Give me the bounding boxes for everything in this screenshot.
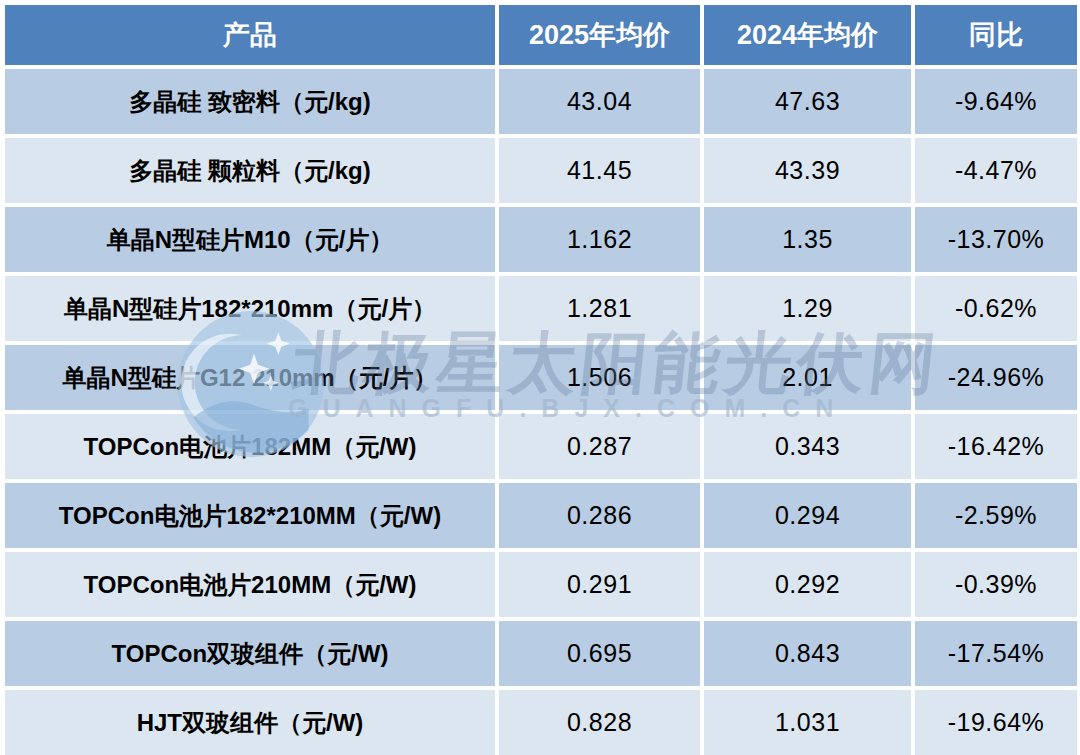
product-cell: 多晶硅 致密料（元/kg) <box>5 69 495 134</box>
price-table: 产品 2025年均价 2024年均价 同比 多晶硅 致密料（元/kg) 43.0… <box>5 5 1077 755</box>
price-2025-cell: 1.281 <box>499 276 700 341</box>
price-2024-cell: 0.343 <box>704 414 911 479</box>
header-2024-price: 2024年均价 <box>704 5 911 65</box>
product-cell: 单晶N型硅片182*210mm（元/片） <box>5 276 495 341</box>
price-2025-cell: 0.291 <box>499 552 700 617</box>
product-cell: TOPCon电池片182MM（元/W) <box>5 414 495 479</box>
yoy-cell: -24.96% <box>915 345 1077 410</box>
price-2025-cell: 0.287 <box>499 414 700 479</box>
header-product: 产品 <box>5 5 495 65</box>
price-2024-cell: 0.843 <box>704 621 911 686</box>
yoy-cell: -0.39% <box>915 552 1077 617</box>
yoy-cell: -13.70% <box>915 207 1077 272</box>
price-2025-cell: 0.828 <box>499 690 700 755</box>
price-2024-cell: 47.63 <box>704 69 911 134</box>
price-2024-cell: 1.29 <box>704 276 911 341</box>
product-cell: TOPCon电池片210MM（元/W) <box>5 552 495 617</box>
price-2024-cell: 0.294 <box>704 483 911 548</box>
price-2025-cell: 41.45 <box>499 138 700 203</box>
product-cell: TOPCon双玻组件（元/W) <box>5 621 495 686</box>
price-2025-cell: 0.286 <box>499 483 700 548</box>
price-2024-cell: 1.031 <box>704 690 911 755</box>
price-2024-cell: 0.292 <box>704 552 911 617</box>
price-2025-cell: 1.506 <box>499 345 700 410</box>
price-2024-cell: 1.35 <box>704 207 911 272</box>
yoy-cell: -17.54% <box>915 621 1077 686</box>
product-cell: 单晶N型硅片M10（元/片） <box>5 207 495 272</box>
product-cell: TOPCon电池片182*210MM（元/W) <box>5 483 495 548</box>
product-cell: 多晶硅 颗粒料（元/kg) <box>5 138 495 203</box>
yoy-cell: -0.62% <box>915 276 1077 341</box>
yoy-cell: -2.59% <box>915 483 1077 548</box>
price-2024-cell: 2.01 <box>704 345 911 410</box>
yoy-cell: -16.42% <box>915 414 1077 479</box>
product-cell: HJT双玻组件（元/W) <box>5 690 495 755</box>
price-2025-cell: 43.04 <box>499 69 700 134</box>
price-2025-cell: 1.162 <box>499 207 700 272</box>
price-2025-cell: 0.695 <box>499 621 700 686</box>
header-yoy: 同比 <box>915 5 1077 65</box>
price-2024-cell: 43.39 <box>704 138 911 203</box>
yoy-cell: -19.64% <box>915 690 1077 755</box>
yoy-cell: -9.64% <box>915 69 1077 134</box>
header-2025-price: 2025年均价 <box>499 5 700 65</box>
product-cell: 单晶N型硅片G12 210mm（元/片） <box>5 345 495 410</box>
yoy-cell: -4.47% <box>915 138 1077 203</box>
